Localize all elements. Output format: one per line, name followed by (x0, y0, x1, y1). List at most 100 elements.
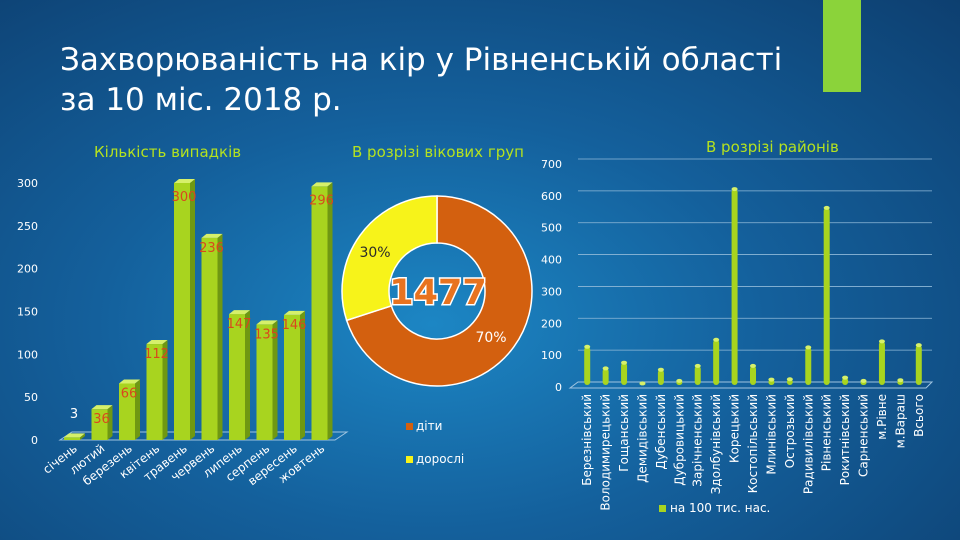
chart1-bar-top (256, 320, 278, 325)
chart1-bar (311, 186, 328, 440)
chart3-bar (805, 347, 812, 385)
title-line-1: Захворюваність на кір у Рівненській обла… (60, 42, 783, 78)
chart3-bar-top (805, 345, 812, 350)
chart3-bar-top (915, 343, 922, 348)
chart1-bar-top (146, 340, 168, 345)
chart3-category-label: м.Вараш (893, 394, 907, 448)
chart3-category-label: Корецький (728, 394, 742, 463)
chart3-bar-top (823, 205, 830, 210)
chart3-bar (713, 339, 720, 385)
chart3-legend-label: на 100 тис. нас. (670, 501, 770, 515)
chart1-bar (146, 344, 163, 440)
chart3-bar (823, 207, 830, 385)
chart1-ytick: 50 (24, 391, 38, 404)
chart1-ytick: 250 (17, 220, 38, 233)
chart3-category-label: Дубровицький (672, 394, 686, 486)
chart3-ytick: 200 (541, 317, 562, 330)
chart1-data-label: 135 (254, 327, 279, 342)
donut-slice-adults (341, 195, 438, 322)
chart3-bar (842, 377, 849, 385)
chart1-bar-top (311, 182, 333, 187)
chart3-bar-top (584, 344, 591, 349)
legend-label-adults: дорослі (416, 452, 464, 466)
chart1-data-label: 3 (70, 407, 78, 422)
chart1-bar (229, 314, 245, 440)
chart3-ytick: 0 (555, 381, 562, 394)
chart3-category-label: Радивилівський (801, 394, 815, 494)
chart3-bar (657, 369, 664, 385)
chart1-bar-side (107, 405, 113, 440)
chart1-data-label: 36 (93, 412, 110, 427)
chart3-category-label: Рівненський (820, 394, 834, 471)
chart3-bar (731, 189, 738, 385)
chart1-ytick: 200 (17, 263, 38, 276)
slide-title: Захворюваність на кір у Рівненській обла… (60, 40, 782, 120)
chart3-bar-top (897, 378, 904, 383)
chart3-bar-top (786, 377, 793, 382)
chart3-category-label: Острозький (783, 394, 797, 468)
chart3-bar (621, 362, 628, 385)
chart3-bar (878, 341, 885, 385)
chart1-bar (256, 324, 273, 440)
chart3-floor (568, 381, 934, 389)
legend-label-children: діти (416, 419, 442, 433)
chart1-data-label: 296 (309, 193, 334, 208)
chart1-bar-top (91, 405, 113, 410)
chart3-bar (750, 365, 756, 385)
donut-label-adults: 30% (359, 245, 390, 261)
chart3-ytick: 100 (541, 349, 562, 362)
chart3-bar-top (768, 377, 775, 382)
chart1-data-label: 66 (121, 386, 138, 401)
chart3-bar (602, 368, 609, 385)
chart3-ytick: 400 (541, 254, 562, 267)
legend-swatch-adults (406, 456, 413, 463)
chart1-title: Кількість випадків (94, 143, 242, 161)
chart3-category-label: Гощанський (617, 394, 631, 472)
chart3-bar-top (657, 367, 664, 372)
chart1-bar-side (217, 233, 223, 440)
chart3-bar (584, 346, 591, 385)
chart1-ytick: 150 (17, 306, 38, 319)
chart3-category-label: Володимирецький (599, 394, 613, 511)
chart3-bar-top (621, 360, 628, 365)
chart3-category-label: Березнівський (580, 394, 594, 486)
accent-bar (823, 0, 861, 92)
chart1-bar-side (135, 379, 140, 440)
chart1-bar-side (327, 182, 333, 440)
chart3-bar-top (878, 339, 885, 344)
chart1-bar-top (229, 310, 250, 315)
chart3-bar-top (750, 363, 756, 368)
chart3-category-label: Рокитнівський (838, 394, 852, 485)
chart1-bar-side (272, 320, 278, 440)
chart3-bar-top (676, 378, 683, 383)
chart3-bar-top (713, 337, 720, 342)
chart3-title: В розрізі районів (706, 138, 839, 156)
chart1-bar-side (300, 310, 305, 440)
chart3-category-label: Всього (912, 394, 926, 437)
chart3-category-label: Сарненський (857, 394, 871, 477)
chart1-data-label: 147 (227, 317, 252, 332)
chart1-ytick: 100 (17, 348, 38, 361)
chart1-bar (119, 383, 135, 440)
chart3-ytick: 500 (541, 222, 562, 235)
chart1-bar-top (201, 233, 223, 238)
chart3-category-label: Костопільський (746, 394, 760, 493)
chart1-data-label: 300 (172, 190, 197, 205)
chart3-bar-top (694, 363, 701, 368)
chart3-category-label: Демидівський (635, 394, 649, 483)
chart1-bar (64, 437, 80, 440)
chart3-bar-top (602, 366, 609, 371)
chart1-bar-side (162, 340, 168, 440)
chart1-bar-side (245, 310, 250, 440)
chart2-title: В розрізі вікових груп (352, 143, 524, 161)
chart1-bar (174, 183, 190, 440)
chart3-bar-top (731, 187, 738, 192)
chart3-ytick: 700 (541, 158, 562, 171)
chart3-bar-top (842, 375, 849, 380)
donut-slice-children (345, 195, 533, 387)
chart3-ytick: 600 (541, 190, 562, 203)
chart3-bar (694, 365, 701, 385)
